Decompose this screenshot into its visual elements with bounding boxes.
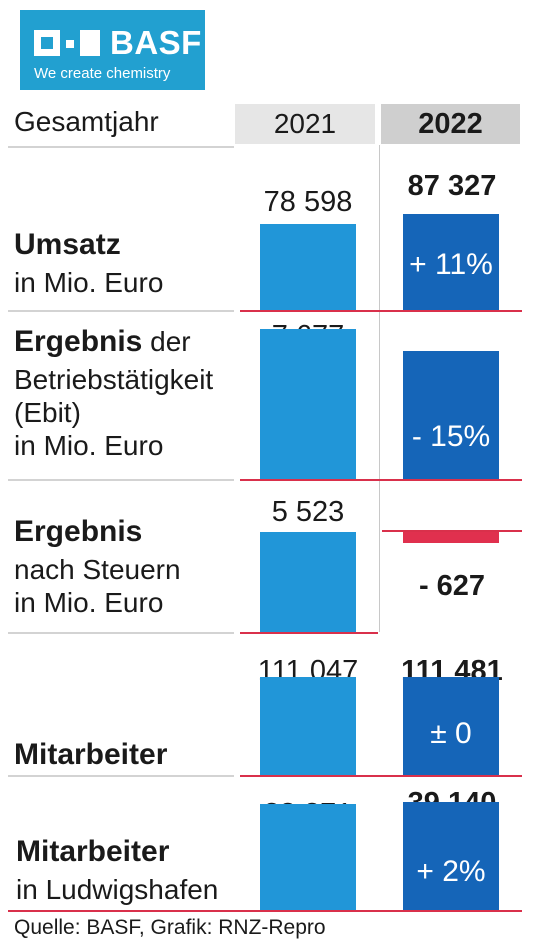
steuern-bar-2022	[403, 532, 499, 544]
source-note: Quelle: BASF, Grafik: RNZ-Repro	[14, 916, 326, 939]
logo-dot-icon	[80, 30, 100, 56]
header-rule	[8, 146, 234, 148]
umsatz-rule	[8, 310, 234, 312]
mitarbeiter-bar-2021	[260, 677, 356, 775]
column-divider	[379, 145, 380, 632]
ebit-label-line-3: in Mio. Euro	[14, 430, 164, 461]
year-2022-header: 2022	[381, 104, 520, 144]
logo-claim: We create chemistry	[34, 65, 171, 82]
ebit-baseline	[240, 479, 522, 481]
mitarbeiter-lu-label-line: in Ludwigshafen	[16, 874, 219, 905]
mitarbeiter-rule	[8, 775, 234, 777]
umsatz-value-2021: 78 598	[263, 186, 353, 218]
steuern-label-line-1: nach Steuern	[14, 554, 181, 585]
mitarbeiter-lu-bar-2021	[260, 804, 356, 910]
mitarbeiter-label-bold: Mitarbeiter	[14, 738, 168, 771]
ebit-bar-2021	[260, 329, 356, 479]
steuern-label-bold: Ergebnis	[14, 515, 143, 548]
year-2021-label: 2021	[273, 108, 337, 139]
steuern-rule	[8, 632, 234, 634]
basf-logo: BASF We create chemistry	[20, 10, 205, 90]
logo-square-inner-icon	[41, 37, 53, 49]
steuern-label: Ergebnis nach Steuern in Mio. Euro	[14, 515, 181, 619]
umsatz-label-bold: Umsatz	[14, 228, 121, 261]
mitarbeiter-lu-baseline	[8, 910, 522, 912]
mitarbeiter-change: ± 0	[430, 717, 472, 750]
umsatz-bar-2021	[260, 224, 356, 310]
ebit-change: - 15%	[411, 420, 491, 453]
umsatz-label: Umsatz in Mio. Euro	[14, 228, 163, 299]
umsatz-baseline	[240, 310, 522, 312]
umsatz-change: + 11%	[409, 248, 493, 281]
umsatz-value-2022: 87 327	[407, 170, 497, 202]
mitarbeiter-baseline	[240, 775, 522, 777]
mitarbeiter-lu-label-bold: Mitarbeiter	[16, 835, 170, 868]
ebit-bar-2022	[403, 351, 499, 479]
steuern-bar-2021	[260, 532, 356, 632]
ebit-label-line-1: Betriebstätigkeit	[14, 364, 214, 395]
ebit-rule	[8, 479, 234, 481]
steuern-value-2021: 5 523	[271, 496, 345, 528]
steuern-baseline	[240, 632, 378, 634]
mitarbeiter-label: Mitarbeiter	[14, 738, 167, 776]
mitarbeiter-bar-2022	[403, 676, 499, 775]
mitarbeiter-lu-change: + 2%	[416, 855, 486, 888]
steuern-value-2022: - 627	[418, 570, 486, 602]
logo-name: BASF	[110, 24, 202, 61]
year-2021-header: 2021	[235, 104, 375, 144]
ebit-label-rest: der	[142, 326, 191, 357]
steuern-label-line-2: in Mio. Euro	[14, 587, 164, 618]
mitarbeiter-lu-label: Mitarbeiter in Ludwigshafen	[16, 835, 218, 906]
year-2022-label: 2022	[418, 108, 483, 140]
ebit-label: Ergebnis der Betriebstätigkeit (Ebit) in…	[14, 325, 213, 462]
ebit-label-line-2: (Ebit)	[14, 397, 81, 428]
umsatz-bar-2022	[403, 214, 499, 310]
mitarbeiter-lu-bar-2022	[403, 801, 499, 910]
ebit-label-bold: Ergebnis	[14, 325, 143, 358]
umsatz-label-line: in Mio. Euro	[14, 267, 164, 298]
steuern-zero-line	[382, 530, 522, 532]
logo-dash-icon	[66, 40, 74, 48]
row-label-header: Gesamtjahr	[14, 106, 159, 137]
